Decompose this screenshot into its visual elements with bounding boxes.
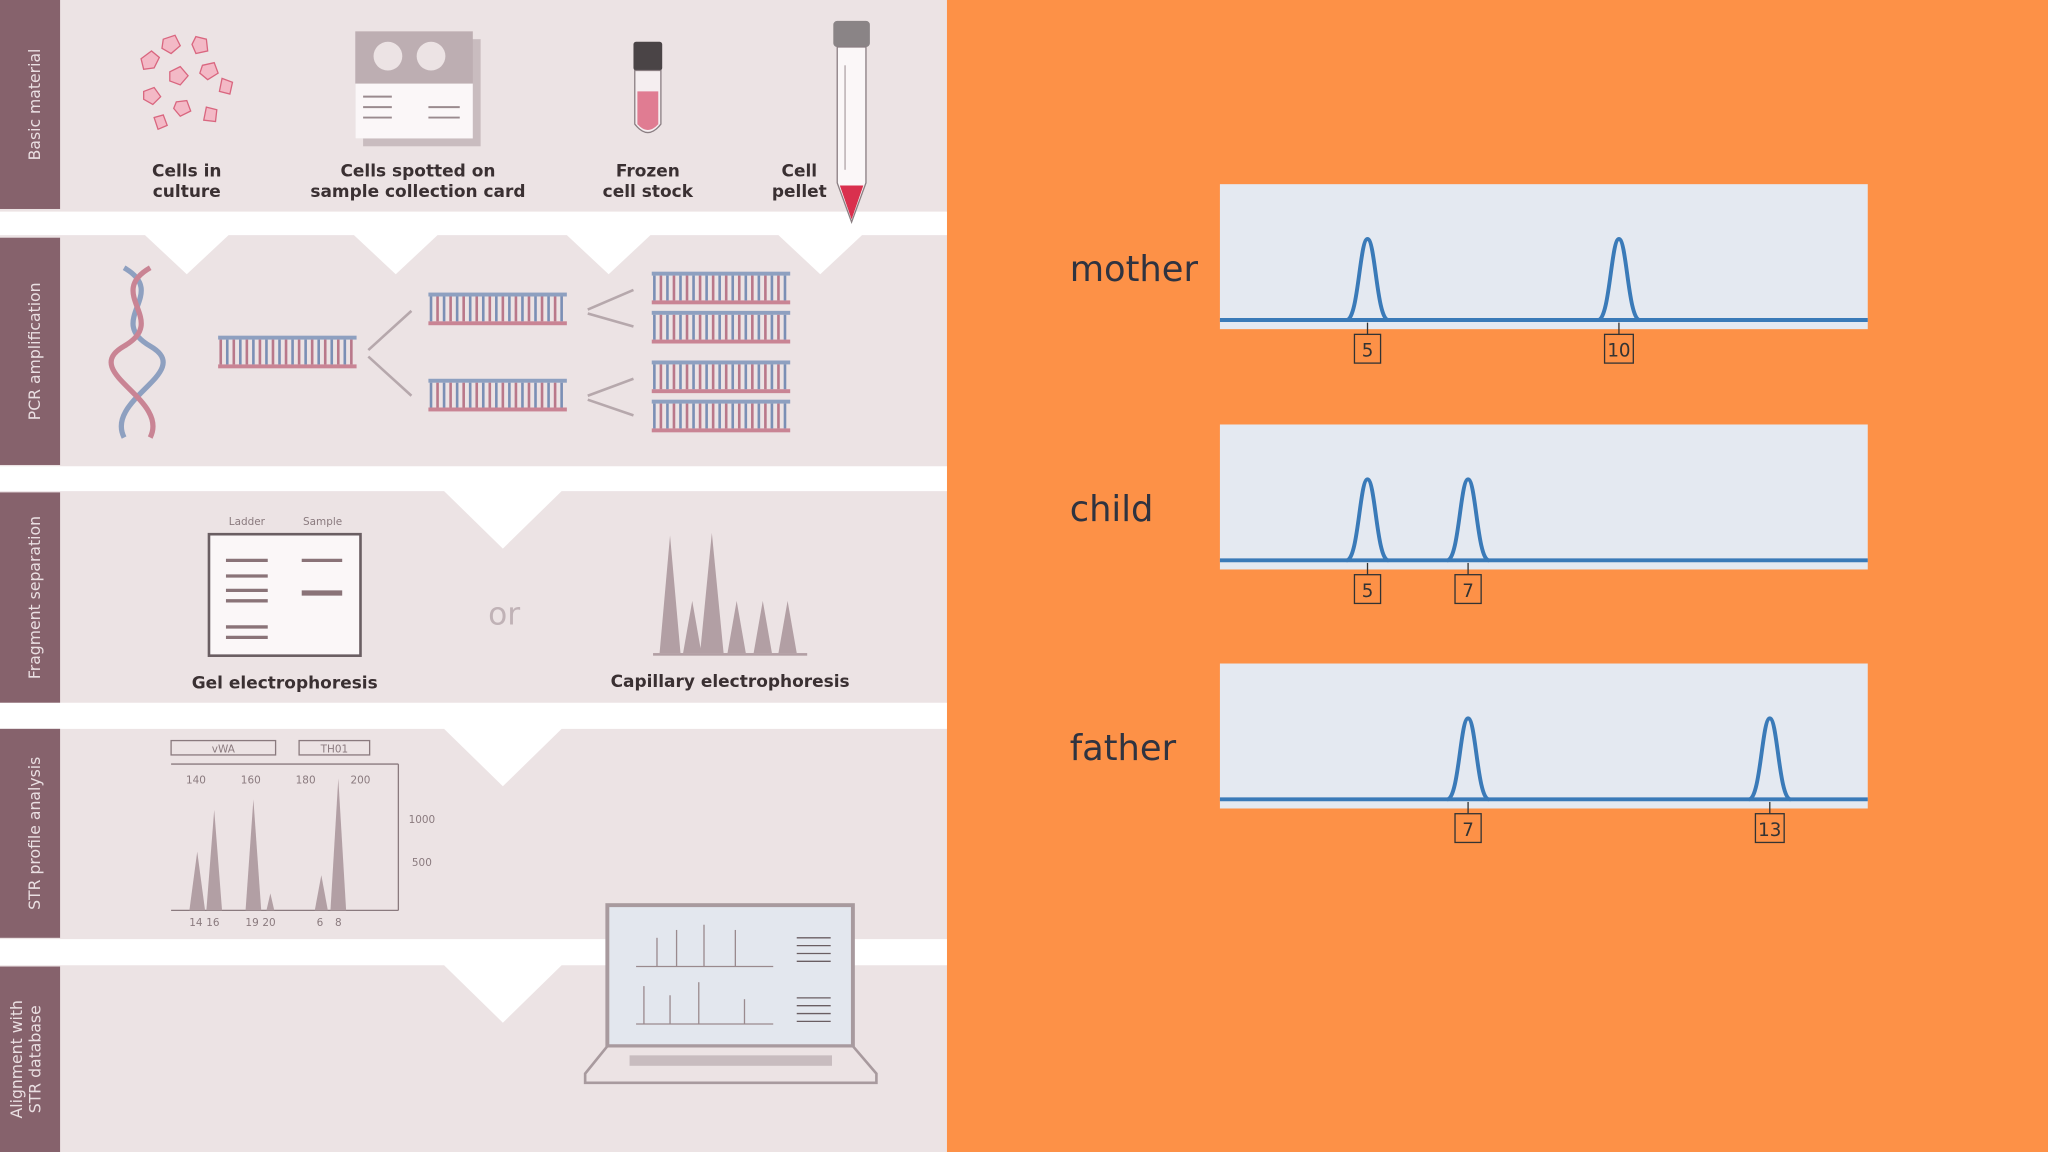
allele-label: 5: [1362, 341, 1374, 362]
capillary-peaks: [653, 532, 808, 656]
sample-name: mother: [1070, 249, 1199, 290]
stage-bar: [0, 728, 61, 938]
strand: [218, 335, 357, 340]
tick-label: 1000: [409, 814, 436, 826]
allele-box: [1603, 333, 1634, 364]
sample-name: child: [1070, 489, 1154, 530]
stage-label-line: STR database: [25, 1005, 44, 1113]
allele-label: 7: [1462, 820, 1474, 841]
caption: Capillary electrophoresis: [611, 672, 850, 692]
stage-bar: [0, 966, 61, 1152]
sample-name: father: [1070, 728, 1177, 769]
locus-label: vWA: [212, 743, 236, 755]
dna-helix: [108, 265, 166, 439]
tube-icon: [633, 41, 663, 134]
caption: Gel electrophoresis: [192, 673, 378, 693]
peak: [1345, 477, 1390, 563]
strand: [651, 428, 791, 433]
stage-bar: [0, 0, 61, 209]
right-panel: [946, 0, 2048, 1152]
card-icon: [355, 31, 481, 147]
allele-label: 19: [245, 917, 258, 929]
cells-icon: [140, 34, 234, 131]
stage-bars: Basic material PCR amplification Fragment …: [0, 0, 61, 1152]
tick-label: 140: [186, 775, 206, 787]
strand: [428, 407, 567, 412]
stage-label-line: Alignment with: [7, 1000, 26, 1118]
strand: [428, 378, 567, 383]
tick-label: 200: [351, 775, 371, 787]
strand: [218, 364, 357, 369]
gel-icon: [207, 532, 362, 657]
tick-label: 180: [296, 775, 316, 787]
laptop-icon: [583, 903, 878, 1085]
stage-bar: [0, 237, 61, 465]
gel-column: Ladder: [229, 516, 266, 528]
strand: [428, 292, 567, 297]
profile-box: [1219, 184, 1868, 330]
allele-label: 5: [1362, 581, 1374, 602]
caption: Cells spotted on: [340, 161, 495, 181]
allele-box: [1454, 574, 1482, 605]
peak: [1345, 237, 1390, 322]
arrows: [367, 288, 634, 417]
profile-box: [1219, 424, 1868, 570]
gel-column: Sample: [303, 516, 342, 528]
stage-label: PCR amplification: [25, 282, 44, 420]
str-plot: [170, 739, 400, 912]
allele-box: [1353, 574, 1382, 605]
stage-label: Alignment withSTR database: [7, 1000, 44, 1118]
stage-label: STR profile analysis: [25, 757, 44, 910]
strand: [651, 360, 791, 365]
stage-label: Fragment separation: [25, 516, 44, 679]
allele-label: 7: [1462, 581, 1474, 602]
allele-box: [1754, 813, 1785, 844]
allele-label: 20: [262, 917, 275, 929]
tick-label: 500: [412, 857, 432, 869]
strand: [651, 271, 791, 276]
profile-box: [1219, 663, 1868, 809]
caption: cell stock: [603, 182, 694, 202]
peak: [1597, 237, 1641, 322]
strand: [651, 310, 791, 315]
stage-bar: [0, 492, 61, 703]
allele-label: 16: [206, 917, 219, 929]
allele-label: 13: [1758, 820, 1781, 841]
stage-label: Basic material: [25, 49, 44, 161]
peak: [1446, 477, 1491, 563]
caption: culture: [153, 182, 221, 202]
allele-label: 6: [317, 917, 324, 929]
caption: Cell: [782, 161, 818, 181]
strand: [651, 399, 791, 404]
allele-box: [1353, 333, 1382, 364]
caption: Frozen: [616, 161, 680, 181]
dna-strands: [218, 271, 791, 433]
or-label: or: [488, 596, 520, 632]
caption: sample collection card: [310, 182, 525, 202]
tick-label: 160: [241, 775, 261, 787]
caption: pellet: [772, 182, 827, 202]
strand: [651, 389, 791, 394]
strand: [651, 339, 791, 344]
allele-label: 8: [335, 917, 342, 929]
allele-box: [1454, 813, 1482, 844]
peak: [1747, 716, 1792, 802]
peak: [1446, 716, 1491, 802]
pellet-tube-icon: [833, 20, 870, 224]
strand: [428, 321, 567, 326]
allele-label: 10: [1607, 341, 1630, 362]
strand: [651, 300, 791, 305]
allele-label: 14: [189, 917, 203, 929]
caption: Cells in: [152, 161, 222, 181]
locus-label: TH01: [320, 743, 349, 755]
